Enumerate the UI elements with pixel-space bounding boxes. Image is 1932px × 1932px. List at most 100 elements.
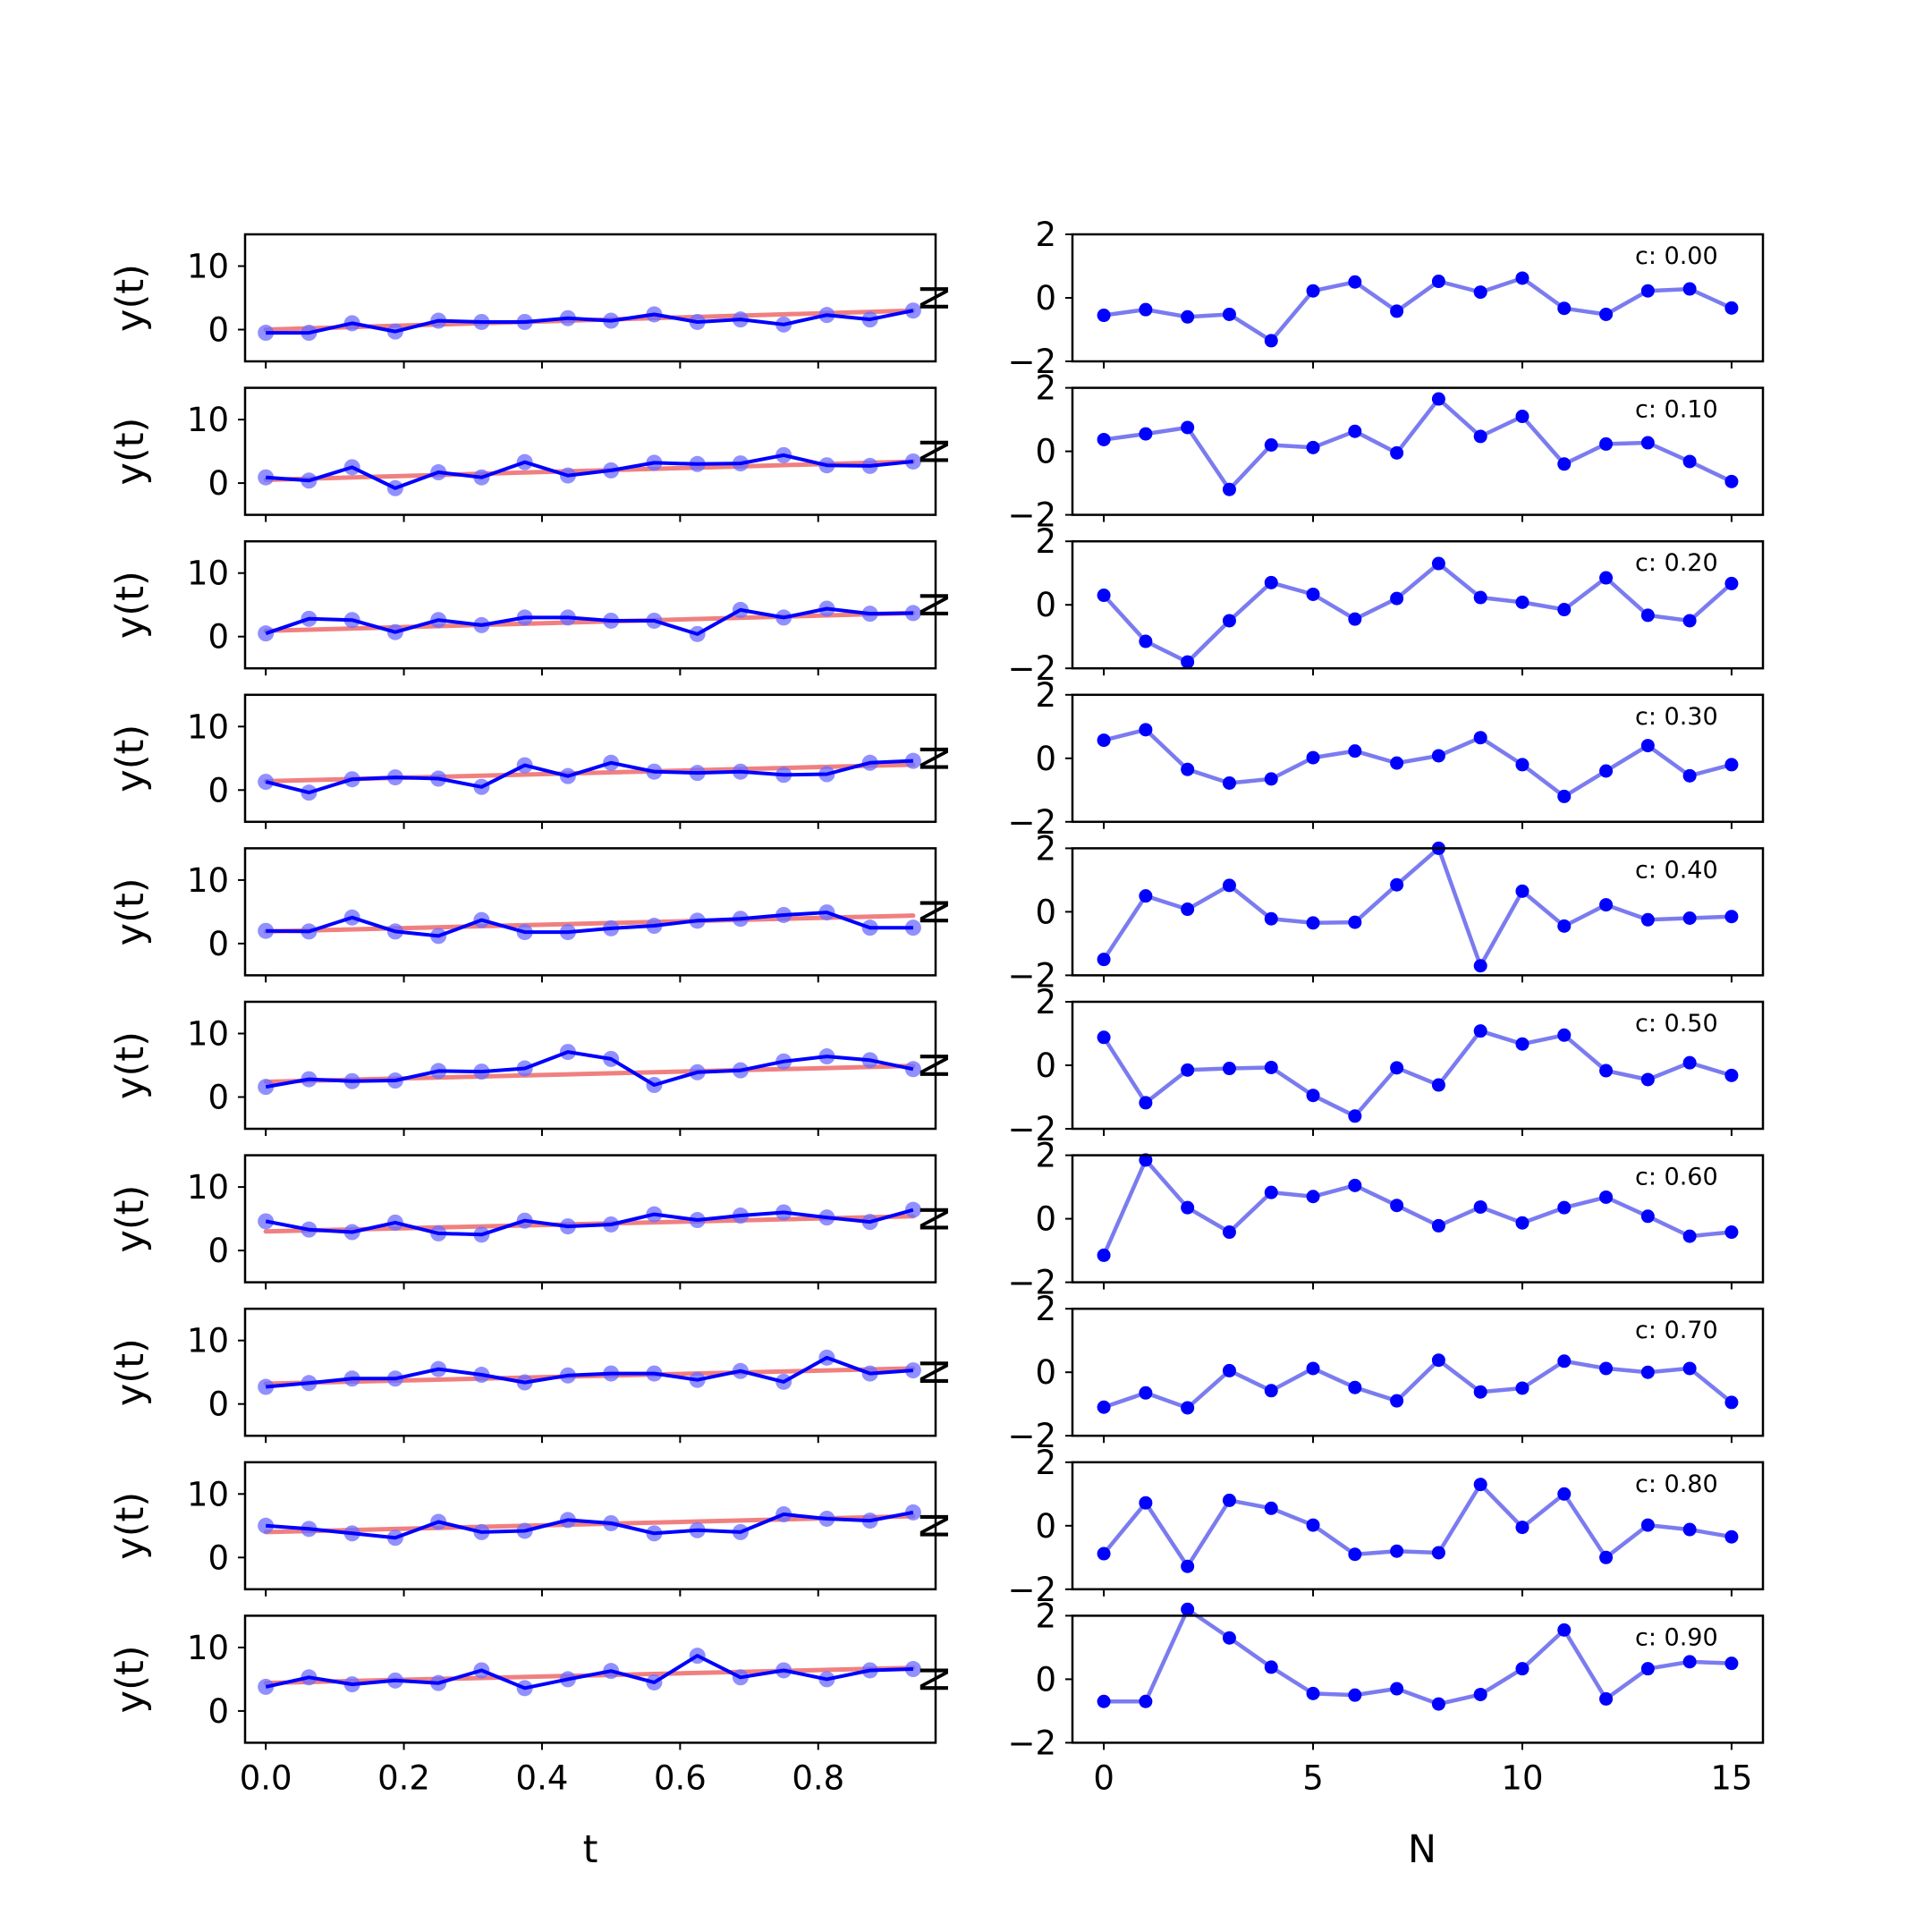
- data-point: [1222, 878, 1236, 893]
- y-tick-label: 0: [208, 1538, 229, 1577]
- data-point: [1724, 1225, 1739, 1240]
- plot-frame: [1071, 1307, 1765, 1437]
- data-point: [1640, 284, 1655, 298]
- right-subplot: −2 0 2 Nc: 0.80: [913, 1444, 1765, 1609]
- y-tick-label: 0: [1035, 1507, 1056, 1546]
- data-point: [1599, 898, 1614, 912]
- data-point: [1181, 655, 1195, 669]
- data-point: [1139, 723, 1153, 737]
- y-tick-label: 2: [1035, 522, 1056, 561]
- data-point: [1139, 1496, 1153, 1510]
- data-point: [1306, 1686, 1320, 1700]
- data-point: [1264, 1501, 1278, 1515]
- data-point: [1599, 1691, 1614, 1706]
- data-point: [1431, 1218, 1445, 1233]
- data-point: [1139, 634, 1153, 648]
- data-point: [258, 469, 275, 486]
- plot-frame: [1071, 539, 1765, 670]
- y-axis-label: N: [913, 897, 958, 926]
- y-axis-label: y(t): [108, 1031, 153, 1099]
- left-subplot: 0 10 y(t): [108, 1307, 937, 1444]
- data-point: [1640, 1365, 1655, 1379]
- y-axis-label: N: [913, 1051, 958, 1080]
- y-tick-label: 0: [1035, 1046, 1056, 1085]
- left-subplot: 0 10 y(t): [108, 1461, 937, 1597]
- data-point: [1515, 1216, 1530, 1230]
- data-point: [1348, 1380, 1362, 1394]
- plot-frame: [243, 1461, 937, 1591]
- data-point: [1181, 1063, 1195, 1077]
- x-tick-label: 5: [1302, 1758, 1324, 1797]
- data-point: [1139, 427, 1153, 441]
- data-point: [1515, 271, 1530, 285]
- data-point: [1097, 1546, 1111, 1561]
- data-point: [904, 605, 921, 622]
- data-point: [1682, 282, 1697, 296]
- data-point: [1640, 1518, 1655, 1532]
- data-point: [1264, 334, 1278, 348]
- data-point: [1640, 912, 1655, 927]
- data-point: [1348, 1547, 1362, 1562]
- data-point: [1222, 1493, 1236, 1507]
- left-x-axis-label: t: [583, 1827, 598, 1872]
- data-point: [904, 1661, 921, 1678]
- data-point: [1181, 1602, 1195, 1616]
- data-point: [1348, 1688, 1362, 1702]
- data-point: [1264, 911, 1278, 926]
- series-line: [266, 453, 914, 490]
- y-tick-label: 2: [1035, 829, 1056, 868]
- left-subplot: 0 10 y(t): [108, 539, 937, 676]
- data-point: [1473, 1687, 1487, 1701]
- data-point: [258, 1213, 275, 1230]
- data-point: [1515, 1521, 1530, 1535]
- x-tick-label: 15: [1710, 1758, 1752, 1797]
- data-point: [1599, 1550, 1614, 1564]
- data-point: [1097, 589, 1111, 603]
- data-point: [1306, 750, 1320, 765]
- data-point: [1390, 1061, 1404, 1075]
- data-point: [1139, 1694, 1153, 1708]
- data-point: [1264, 772, 1278, 786]
- data-point: [1264, 1060, 1278, 1074]
- data-point: [258, 325, 275, 342]
- data-point: [1431, 392, 1445, 406]
- data-point: [1348, 612, 1362, 626]
- data-point: [1640, 1662, 1655, 1676]
- data-point: [1557, 1028, 1572, 1042]
- data-point: [904, 302, 921, 319]
- series-label: c: 0.10: [1635, 396, 1718, 424]
- left-subplot: 0 10 y(t): [108, 847, 937, 983]
- data-point: [1682, 1229, 1697, 1243]
- data-point: [1599, 436, 1614, 451]
- y-tick-label: 2: [1035, 1290, 1056, 1328]
- data-point: [1222, 775, 1236, 790]
- data-point: [1515, 1381, 1530, 1395]
- y-tick-label: −2: [1007, 1417, 1056, 1455]
- y-tick-label: 0: [208, 311, 229, 350]
- data-point: [1181, 902, 1195, 917]
- left-subplot: 0 10 y(t): [108, 233, 937, 369]
- series-label: c: 0.00: [1635, 242, 1718, 270]
- series-label: c: 0.20: [1635, 549, 1718, 577]
- y-tick-label: −2: [1007, 1264, 1056, 1302]
- plot-frame: [243, 386, 937, 516]
- y-tick-label: 10: [187, 1322, 229, 1360]
- x-tick-label: 0.4: [516, 1758, 569, 1797]
- data-point: [1139, 889, 1153, 903]
- plot-frame: [1071, 1614, 1765, 1744]
- y-axis-label: y(t): [108, 571, 153, 639]
- data-point: [1348, 744, 1362, 758]
- data-point: [1181, 1200, 1195, 1215]
- data-point: [1473, 590, 1487, 605]
- y-tick-label: 0: [208, 1692, 229, 1731]
- data-point: [1181, 420, 1195, 435]
- data-point: [1264, 1384, 1278, 1398]
- data-point: [1306, 284, 1320, 298]
- series-line: [1103, 1358, 1733, 1411]
- data-point: [1222, 1225, 1236, 1240]
- data-point: [1724, 576, 1739, 590]
- x-tick-label: 0.0: [240, 1758, 292, 1797]
- data-point: [1473, 731, 1487, 745]
- series-line: [1103, 396, 1733, 492]
- y-tick-label: 0: [208, 1079, 229, 1117]
